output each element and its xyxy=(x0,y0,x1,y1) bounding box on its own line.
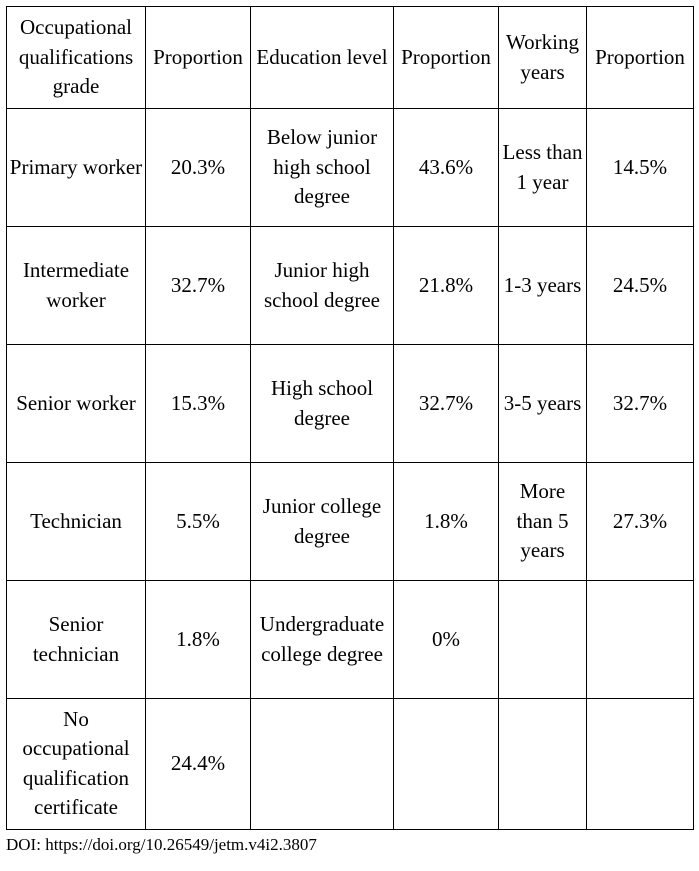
cell: No occupational qualification certificat… xyxy=(7,699,146,830)
cell: 1-3 years xyxy=(499,227,587,345)
cell: 24.4% xyxy=(146,699,251,830)
cell: Technician xyxy=(7,463,146,581)
cell: 0% xyxy=(394,581,499,699)
cell: Undergraduate college degree xyxy=(251,581,394,699)
cell: Senior technician xyxy=(7,581,146,699)
cell xyxy=(587,699,694,830)
cell xyxy=(251,699,394,830)
table-header-row: Occupational qualifications grade Propor… xyxy=(7,7,694,109)
cell: Junior high school degree xyxy=(251,227,394,345)
cell: 24.5% xyxy=(587,227,694,345)
table-row: Primary worker 20.3% Below junior high s… xyxy=(7,109,694,227)
cell: Less than 1 year xyxy=(499,109,587,227)
cell: 15.3% xyxy=(146,345,251,463)
cell: 5.5% xyxy=(146,463,251,581)
cell: 21.8% xyxy=(394,227,499,345)
table-row: Senior worker 15.3% High school degree 3… xyxy=(7,345,694,463)
cell: 20.3% xyxy=(146,109,251,227)
cell: 14.5% xyxy=(587,109,694,227)
cell: 27.3% xyxy=(587,463,694,581)
cell: High school degree xyxy=(251,345,394,463)
cell: Primary worker xyxy=(7,109,146,227)
cell: 3-5 years xyxy=(499,345,587,463)
cell xyxy=(499,581,587,699)
cell xyxy=(587,581,694,699)
doi-text: DOI: https://doi.org/10.26549/jetm.v4i2.… xyxy=(6,835,317,855)
cell: Intermediate worker xyxy=(7,227,146,345)
table-row: Intermediate worker 32.7% Junior high sc… xyxy=(7,227,694,345)
header-cell: Proportion xyxy=(146,7,251,109)
cell: Below junior high school degree xyxy=(251,109,394,227)
table-row: Technician 5.5% Junior college degree 1.… xyxy=(7,463,694,581)
header-cell: Proportion xyxy=(587,7,694,109)
qualifications-table: Occupational qualifications grade Propor… xyxy=(6,6,694,830)
header-cell: Occupational qualifications grade xyxy=(7,7,146,109)
cell: 32.7% xyxy=(394,345,499,463)
cell: Junior college degree xyxy=(251,463,394,581)
cell: 1.8% xyxy=(146,581,251,699)
cell: 32.7% xyxy=(587,345,694,463)
table-row: Senior technician 1.8% Undergraduate col… xyxy=(7,581,694,699)
cell: 32.7% xyxy=(146,227,251,345)
cell: Senior worker xyxy=(7,345,146,463)
cell xyxy=(499,699,587,830)
header-cell: Proportion xyxy=(394,7,499,109)
cell: 1.8% xyxy=(394,463,499,581)
cell xyxy=(394,699,499,830)
cell: More than 5 years xyxy=(499,463,587,581)
header-cell: Working years xyxy=(499,7,587,109)
header-cell: Education level xyxy=(251,7,394,109)
table-row: No occupational qualification certificat… xyxy=(7,699,694,830)
cell: 43.6% xyxy=(394,109,499,227)
